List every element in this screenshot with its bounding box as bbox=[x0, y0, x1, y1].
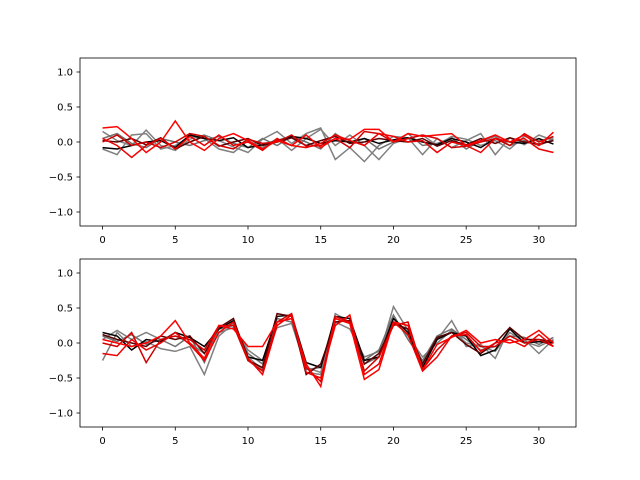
y-tick-label: −1.0 bbox=[49, 208, 73, 219]
y-tick-label: −0.5 bbox=[49, 374, 73, 385]
x-tick-label: 15 bbox=[314, 235, 327, 246]
series-line-7 bbox=[102, 313, 554, 379]
x-tick-label: 25 bbox=[460, 235, 473, 246]
series-line-4 bbox=[102, 312, 554, 376]
x-tick-label: 0 bbox=[99, 436, 105, 447]
y-tick-label: 1.0 bbox=[57, 269, 73, 280]
series-group bbox=[101, 304, 554, 389]
x-tick-label: 20 bbox=[387, 436, 400, 447]
x-tick-label: 30 bbox=[533, 235, 546, 246]
series-line-1 bbox=[102, 128, 554, 161]
x-tick-label: 20 bbox=[387, 235, 400, 246]
y-tick-label: 0.5 bbox=[57, 103, 73, 114]
series-line-6 bbox=[102, 119, 554, 154]
x-tick-label: 15 bbox=[314, 436, 327, 447]
y-tick-label: 0.0 bbox=[57, 138, 73, 149]
x-tick-label: 25 bbox=[460, 436, 473, 447]
x-tick-label: 30 bbox=[533, 436, 546, 447]
series-line-7 bbox=[102, 132, 554, 159]
x-tick-label: 10 bbox=[242, 235, 255, 246]
y-tick-label: 1.0 bbox=[57, 68, 73, 79]
x-tick-label: 5 bbox=[172, 436, 178, 447]
y-tick-label: 0.5 bbox=[57, 304, 73, 315]
x-tick-label: 0 bbox=[99, 235, 105, 246]
y-tick-label: −1.0 bbox=[49, 409, 73, 420]
series-line-5 bbox=[102, 130, 554, 150]
x-tick-label: 10 bbox=[242, 436, 255, 447]
bottom-plot: 0 5 10 15 20 25 30 1.0 0.5 0.0 −0.5 −1.0 bbox=[49, 258, 577, 447]
y-tick-label: −0.5 bbox=[49, 173, 73, 184]
series-group bbox=[102, 119, 554, 163]
top-plot: 0 5 10 15 20 25 30 1.0 0.5 0.0 −0.5 −1.0 bbox=[49, 57, 577, 246]
y-tick-label: 0.0 bbox=[57, 339, 73, 350]
x-tick-label: 5 bbox=[172, 235, 178, 246]
